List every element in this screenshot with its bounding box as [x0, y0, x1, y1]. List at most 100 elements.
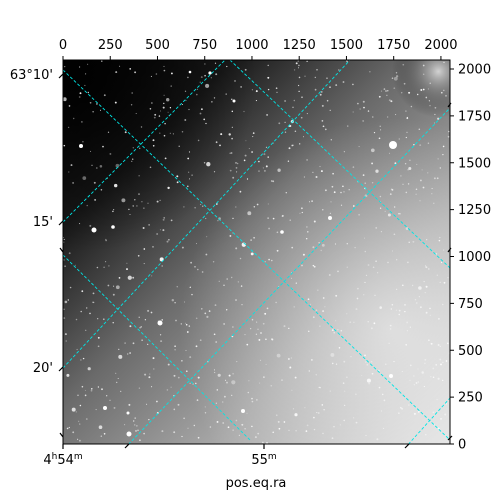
star [415, 302, 418, 304]
star [447, 277, 449, 279]
star [176, 286, 178, 288]
star [220, 133, 223, 136]
star [405, 343, 408, 346]
star [245, 140, 247, 142]
star [358, 214, 360, 216]
star [409, 326, 411, 328]
star [390, 100, 393, 103]
star [319, 165, 321, 168]
star [301, 96, 303, 99]
star [395, 75, 399, 78]
star [139, 326, 141, 329]
star [285, 191, 288, 194]
star [358, 146, 360, 148]
star [398, 138, 400, 140]
star [419, 179, 422, 182]
star [394, 162, 397, 165]
star [185, 370, 188, 373]
star [133, 424, 136, 426]
star [128, 403, 131, 406]
star [100, 435, 103, 437]
star [258, 338, 261, 341]
star [312, 264, 315, 267]
star [290, 357, 293, 359]
star [204, 74, 206, 77]
star [381, 393, 384, 396]
star [430, 342, 433, 345]
star [189, 356, 192, 359]
dec-tick-label: 15' [33, 215, 53, 230]
star [133, 420, 135, 422]
star [181, 246, 184, 249]
star [115, 372, 117, 375]
ra-grid-line [63, 60, 226, 223]
star [447, 135, 450, 138]
star [389, 193, 392, 195]
star [388, 99, 391, 102]
star [156, 200, 159, 203]
star [293, 306, 295, 308]
star [367, 320, 369, 323]
star [152, 357, 155, 360]
ra-minor-tick [447, 435, 453, 441]
star [445, 403, 447, 405]
star [318, 386, 321, 389]
star [352, 166, 355, 168]
star [215, 341, 218, 343]
star [172, 133, 175, 135]
star [153, 116, 156, 119]
star [416, 163, 418, 165]
star [170, 386, 172, 388]
star [391, 304, 394, 306]
star [378, 386, 381, 389]
star [321, 120, 324, 122]
star [398, 412, 400, 414]
star [343, 404, 346, 407]
star [98, 425, 103, 430]
star [399, 213, 401, 215]
star [213, 333, 216, 336]
star [289, 219, 291, 221]
star [290, 277, 293, 279]
dec-tick-label: 20' [33, 361, 53, 376]
star [301, 211, 303, 214]
star [143, 207, 145, 209]
star [231, 137, 233, 140]
star [417, 410, 420, 413]
star [124, 131, 127, 134]
star [352, 205, 355, 207]
star [197, 268, 199, 271]
star [278, 427, 281, 430]
star [251, 151, 254, 153]
star [413, 375, 415, 377]
star [265, 165, 268, 168]
star [256, 203, 259, 206]
star [427, 172, 429, 174]
star [396, 259, 398, 261]
star [315, 374, 317, 376]
star [295, 62, 298, 65]
star [136, 425, 138, 427]
star [193, 424, 195, 427]
star [319, 387, 321, 389]
star [146, 403, 148, 405]
star [159, 334, 162, 336]
star [206, 236, 208, 238]
star [329, 109, 331, 111]
dec-grid-line [229, 60, 450, 269]
star [385, 90, 387, 92]
star [186, 331, 189, 333]
star [159, 199, 161, 202]
star [405, 136, 407, 139]
star [406, 116, 409, 119]
star [240, 285, 243, 287]
star [288, 147, 291, 150]
right-tick-label: 1250 [458, 203, 491, 218]
star [294, 376, 297, 379]
star [259, 382, 261, 384]
star [174, 302, 176, 304]
star [138, 147, 141, 150]
star [399, 406, 402, 409]
star [349, 321, 352, 324]
star [346, 266, 348, 268]
